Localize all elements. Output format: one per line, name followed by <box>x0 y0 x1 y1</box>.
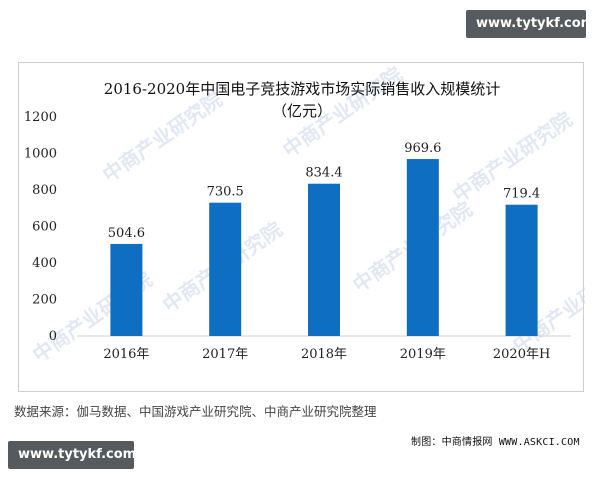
y-axis-ticks: 0 200 400 600 800 1000 1200 <box>24 110 57 344</box>
bar-value-label: 719.4 <box>503 187 540 202</box>
bar-chart: 中商产业研究院中商产业研究院中商产业研究院中商产业研究院中商产业研究院中商产业研… <box>24 63 585 367</box>
bar-value-label: 834.4 <box>305 166 342 181</box>
watermark-text: 中商产业研究院 <box>98 87 226 187</box>
x-axis-ticks: 2016年 2017年 2018年 2019年 2020年H <box>103 347 550 362</box>
x-tick-label: 2020年H <box>493 347 550 362</box>
site-badge-bottom: www.tytykf.com <box>8 441 136 469</box>
bar <box>209 202 242 336</box>
bar <box>406 159 439 336</box>
y-tick-label: 400 <box>32 256 57 271</box>
chart-credit: 制图：中商情报网 WWW.ASKCI.COM <box>411 437 580 448</box>
x-tick-label: 2016年 <box>103 347 149 362</box>
y-tick-label: 1000 <box>24 147 57 162</box>
bar <box>505 204 538 336</box>
bars <box>110 159 538 336</box>
y-tick-label: 600 <box>32 220 57 235</box>
y-tick-label: 0 <box>49 329 57 344</box>
y-tick-label: 800 <box>32 183 57 198</box>
site-badge-top: www.tytykf.com <box>466 10 594 38</box>
data-labels: 504.6 730.5 834.4 969.6 719.4 <box>108 141 540 241</box>
x-tick-label: 2019年 <box>400 347 446 362</box>
y-tick-label: 1200 <box>24 110 57 125</box>
data-source-note: 数据来源：伽马数据、中国游戏产业研究院、中商产业研究院整理 <box>14 404 377 419</box>
bar-value-label: 730.5 <box>207 185 244 200</box>
bar-value-label: 504.6 <box>108 226 145 241</box>
bar <box>110 243 143 336</box>
chart-title: 2016-2020年中国电子竞技游戏市场实际销售收入规模统计 <box>104 80 500 98</box>
y-tick-label: 200 <box>32 293 57 308</box>
x-tick-label: 2017年 <box>202 347 248 362</box>
bar-value-label: 969.6 <box>404 141 441 156</box>
chart-title-unit: （亿元） <box>272 102 332 120</box>
chart-panel: 中商产业研究院中商产业研究院中商产业研究院中商产业研究院中商产业研究院中商产业研… <box>18 62 585 448</box>
x-tick-label: 2018年 <box>301 347 347 362</box>
bar <box>308 183 340 336</box>
